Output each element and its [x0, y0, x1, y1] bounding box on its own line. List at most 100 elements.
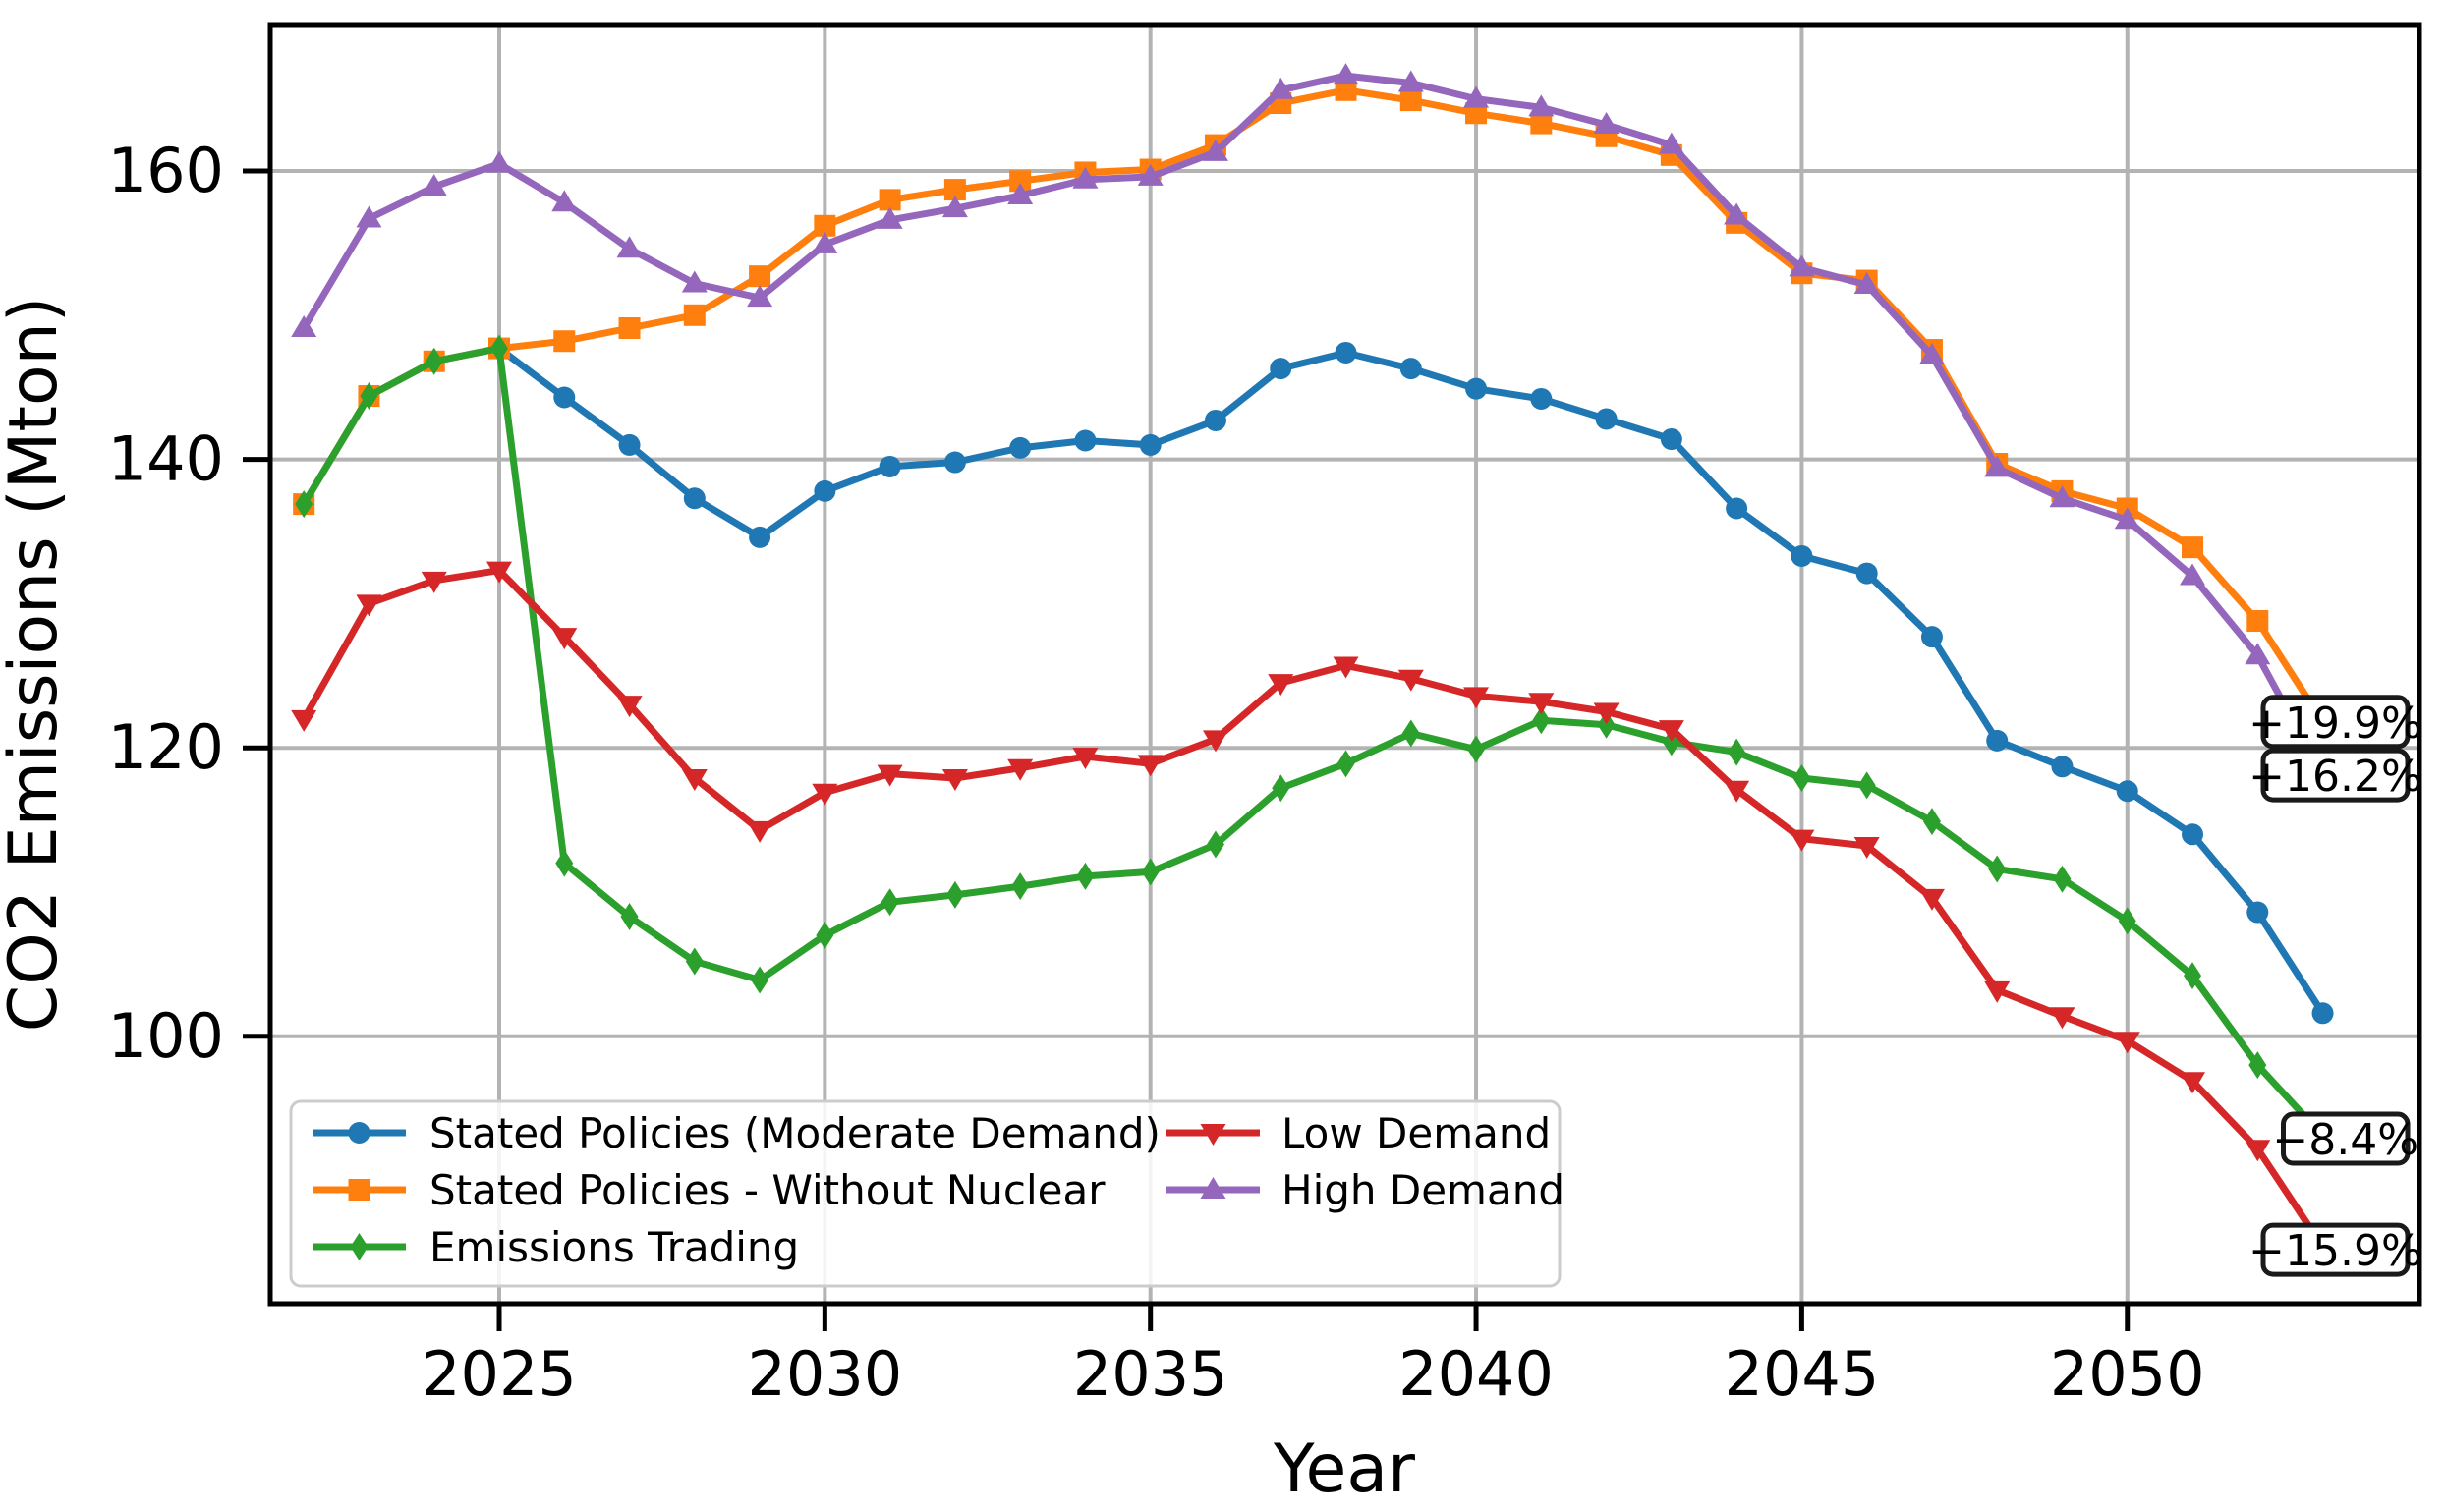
data-point-marker	[1202, 139, 1228, 161]
data-point-marker	[2114, 1032, 2140, 1054]
data-point-marker	[291, 709, 317, 732]
data-point-marker	[1984, 455, 2011, 477]
x-axis-title: Year	[1273, 1430, 1415, 1508]
data-point-marker	[941, 769, 968, 792]
legend-swatch-diamond-icon	[350, 1233, 369, 1260]
data-point-marker	[2245, 643, 2271, 665]
annotation-16-2: +16.2%	[2248, 748, 2422, 803]
data-point-marker	[943, 179, 966, 201]
data-point-marker	[2246, 901, 2269, 924]
data-point-marker	[1728, 738, 1746, 766]
data-point-marker	[486, 561, 512, 584]
tick-layer: 2025 2030 2035 2040 2045 2050 100 120 140 160	[108, 135, 2205, 1410]
data-point-marker	[1202, 730, 1228, 753]
series-line-low-demand	[300, 567, 2327, 1251]
legend-swatch-square-icon	[348, 1179, 370, 1201]
data-point-marker	[1724, 202, 1750, 225]
data-point-marker	[683, 304, 706, 326]
annotation-label: −8.4%	[2272, 1115, 2418, 1165]
data-point-marker	[1137, 755, 1164, 777]
data-point-marker	[1206, 830, 1224, 859]
data-point-marker	[1528, 94, 1555, 117]
data-point-marker	[2184, 962, 2202, 990]
data-point-marker	[1792, 764, 1811, 793]
data-point-marker	[1007, 182, 1034, 204]
data-point-marker	[1660, 428, 1682, 451]
data-point-marker	[943, 451, 966, 474]
data-point-marker	[2245, 1140, 2271, 1162]
data-point-marker	[1920, 626, 1943, 648]
data-point-marker	[1463, 85, 1490, 108]
data-point-marker	[1268, 77, 1294, 99]
data-point-marker	[881, 888, 899, 917]
y-tick-label: 160	[108, 135, 224, 206]
data-point-marker	[1922, 808, 1941, 836]
data-point-marker	[1593, 702, 1620, 725]
data-point-marker	[1530, 112, 1553, 135]
data-point-marker	[814, 214, 836, 237]
data-point-marker	[421, 174, 447, 196]
data-point-marker	[2246, 610, 2269, 633]
legend-item-emissions-trading: Emissions Trading	[313, 1223, 799, 1271]
data-point-marker	[2118, 907, 2136, 935]
series-layer	[291, 63, 2336, 1260]
legend-label: High Demand	[1281, 1166, 1564, 1214]
annotation-box	[2260, 748, 2411, 803]
data-point-marker	[1467, 735, 1486, 763]
annotation-8-4: −8.4%	[2272, 1111, 2418, 1166]
data-point-marker	[291, 315, 317, 338]
data-point-marker	[683, 487, 706, 510]
series-emissions-trading	[295, 334, 2332, 1150]
data-point-marker	[1009, 170, 1032, 193]
x-tick-label: 2025	[422, 1338, 577, 1410]
data-point-marker	[616, 696, 643, 718]
data-point-marker	[1855, 562, 1878, 585]
data-point-marker	[816, 922, 834, 950]
annotation-box	[2260, 695, 2411, 750]
data-point-marker	[1335, 79, 1357, 101]
data-point-marker	[1139, 433, 1162, 456]
legend-item-low-demand: Low Demand	[1166, 1109, 1551, 1157]
data-point-marker	[877, 764, 903, 787]
data-point-marker	[1658, 720, 1684, 743]
data-point-marker	[1011, 872, 1030, 901]
plot-frame	[267, 22, 2422, 1307]
legend-item-stated-policies-without-nuclear: Stated Policies - Without Nuclear	[313, 1166, 1106, 1214]
data-point-marker	[1335, 341, 1357, 364]
x-tick-label: 2040	[1398, 1338, 1554, 1410]
data-point-marker	[2051, 756, 2074, 778]
data-point-marker	[1401, 719, 1420, 748]
series-stated-policies-without-nuclear	[293, 79, 2334, 733]
data-point-marker	[1789, 254, 1815, 277]
data-point-marker	[1988, 855, 2007, 883]
data-point-marker	[1336, 750, 1355, 778]
data-point-marker	[1272, 774, 1290, 803]
data-point-marker	[681, 270, 708, 293]
data-point-marker	[1465, 102, 1488, 125]
y-tick-label: 140	[108, 423, 224, 495]
series-low-demand	[291, 561, 2336, 1260]
annotation-label: +16.2%	[2248, 752, 2422, 802]
data-point-marker	[1141, 858, 1160, 886]
data-point-marker	[1333, 63, 1359, 85]
data-point-marker	[1528, 693, 1555, 715]
data-point-marker	[2049, 1007, 2075, 1030]
data-point-marker	[618, 317, 641, 340]
data-point-marker	[1399, 358, 1422, 380]
data-point-marker	[553, 330, 576, 353]
legend-item-stated-policies-moderate-demand: Stated Policies (Moderate Demand)	[313, 1109, 1161, 1157]
data-point-marker	[1072, 166, 1099, 189]
data-point-marker	[1658, 132, 1684, 154]
data-point-marker	[1789, 829, 1815, 852]
data-point-marker	[879, 455, 901, 477]
data-point-marker	[945, 880, 964, 909]
data-point-marker	[1076, 862, 1095, 890]
series-stated-policies-moderate-demand	[293, 337, 2334, 1025]
legend-label: Low Demand	[1281, 1109, 1551, 1157]
data-point-marker	[2182, 823, 2204, 846]
annotation-15-9: −15.9%	[2248, 1222, 2422, 1277]
data-point-marker	[1530, 387, 1553, 410]
legend: Stated Policies (Moderate Demand) Stated …	[289, 1099, 1564, 1288]
